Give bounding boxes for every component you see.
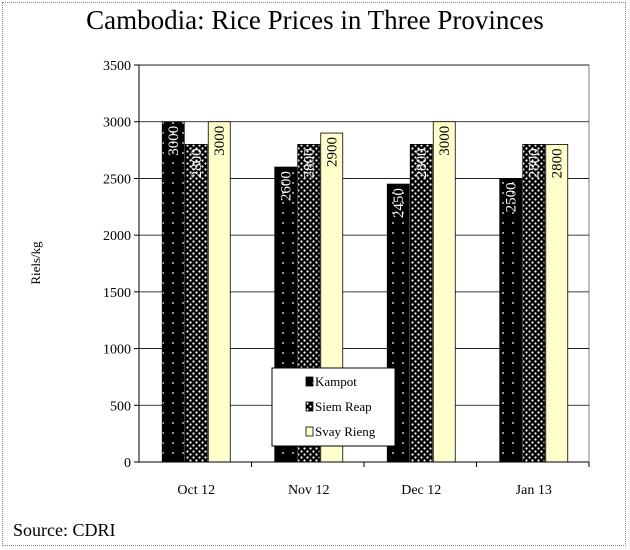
legend-label: Siem Reap (315, 399, 372, 414)
bar-siem-reap (409, 143, 433, 463)
data-label: 2800 (550, 148, 566, 178)
legend-swatch (305, 401, 314, 412)
bar-siem-reap (184, 143, 208, 463)
y-tick-label: 2500 (103, 172, 131, 187)
data-label: 2800 (189, 148, 205, 178)
data-label: 2900 (325, 137, 341, 167)
x-tick-label: Dec 12 (401, 483, 441, 498)
bar-svay-rieng (207, 121, 231, 463)
legend-label: Svay Rieng (315, 424, 376, 439)
y-axis-label: Riels/kg (28, 241, 43, 285)
data-label: 3000 (212, 126, 228, 156)
data-label: 3000 (437, 126, 453, 156)
bar-kampot (161, 121, 185, 463)
x-tick-label: Jan 13 (516, 483, 552, 498)
y-tick-label: 1500 (103, 286, 131, 301)
y-tick-label: 0 (124, 456, 131, 471)
bar-kampot (499, 178, 523, 463)
data-label: 3000 (166, 126, 182, 156)
x-tick-label: Nov 12 (288, 483, 330, 498)
y-tick-label: 3000 (103, 116, 131, 131)
x-tick-label: Oct 12 (177, 483, 215, 498)
data-label: 2600 (279, 171, 295, 201)
source-note: Source: CDRI (13, 520, 116, 540)
bar-svay-rieng (545, 143, 569, 463)
legend-label: Kampot (315, 374, 357, 389)
data-label: 2800 (527, 148, 543, 178)
data-label: 2800 (414, 148, 430, 178)
legend-swatch (305, 376, 314, 387)
y-tick-label: 2000 (103, 229, 131, 244)
data-label: 2500 (504, 182, 520, 212)
data-label: 2450 (391, 188, 407, 218)
y-tick-label: 500 (110, 399, 131, 414)
chart-frame (2, 2, 626, 546)
bar-svay-rieng (432, 121, 456, 463)
y-tick-label: 1000 (103, 343, 131, 358)
y-tick-label: 3500 (103, 59, 131, 74)
data-label: 2800 (302, 148, 318, 178)
bar-siem-reap (522, 143, 546, 463)
legend-swatch (305, 426, 314, 437)
legend-box (271, 367, 396, 447)
chart-title: Cambodia: Rice Prices in Three Provinces (86, 5, 544, 35)
